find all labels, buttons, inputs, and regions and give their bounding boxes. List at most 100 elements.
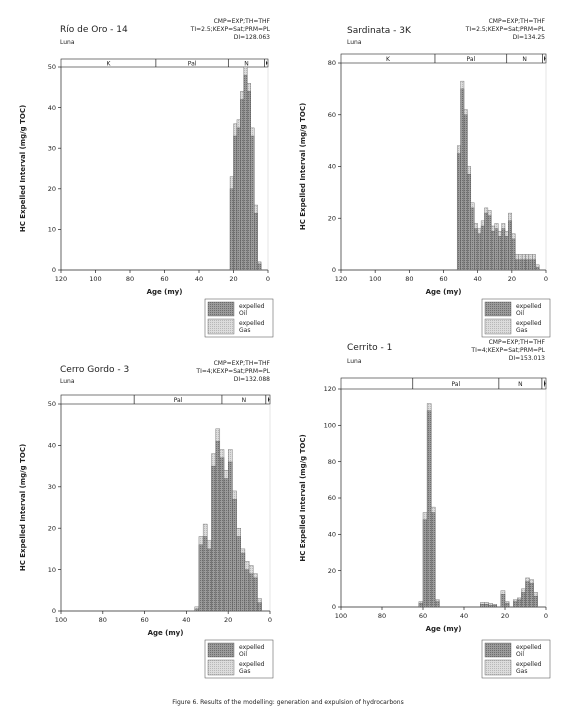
y-tick-label: 40 (48, 104, 56, 112)
bar-oil (418, 603, 424, 608)
period-label: N (244, 60, 249, 67)
period-label: Pal (466, 56, 475, 63)
legend-label: expelled (239, 644, 265, 651)
legend-label: Oil (516, 310, 524, 317)
y-tick-label: 40 (328, 163, 336, 171)
model-param-3: DI=153.013 (509, 355, 545, 362)
bar-oil (497, 236, 502, 271)
period-label: N (242, 397, 247, 404)
y-axis-label: HC Expelled Interval (mg/g TOC) (299, 434, 307, 561)
bar-oil (504, 603, 510, 608)
period-label: Pal (188, 60, 197, 67)
period-band (60, 58, 269, 68)
scroll-arrow-icon (266, 60, 268, 66)
bar-oil (254, 212, 258, 271)
y-tick-label: 60 (328, 494, 336, 502)
bar-oil (533, 595, 538, 608)
chart-title: Cerro Gordo - 3 (60, 365, 129, 375)
period-label: K (386, 56, 391, 63)
x-tick-label: 40 (195, 275, 203, 283)
y-tick-label: 0 (332, 603, 336, 611)
y-tick-label: 0 (52, 266, 56, 274)
bar-oil (470, 207, 475, 271)
y-axis-label: HC Expelled Interval (mg/g TOC) (19, 105, 27, 232)
y-tick-label: 20 (48, 185, 56, 193)
bar-oil (426, 410, 432, 608)
bar-oil (247, 91, 251, 271)
legend-swatch-oil (207, 301, 235, 317)
y-tick-label: 20 (48, 524, 56, 532)
y-tick-label: 120 (324, 385, 336, 393)
bar-oil (223, 478, 229, 612)
bar-oil (480, 604, 485, 608)
x-tick-label: 20 (224, 616, 232, 624)
y-tick-label: 40 (48, 442, 56, 450)
y-tick-label: 40 (328, 531, 336, 539)
bar-oil (521, 592, 526, 608)
y-tick-label: 80 (328, 59, 336, 67)
y-axis-label: HC Expelled Interval (mg/g TOC) (19, 444, 27, 571)
legend-label: Gas (516, 668, 527, 675)
y-tick-label: 20 (328, 567, 336, 575)
x-axis-label: Age (my) (147, 288, 183, 296)
chart-title: Río de Oro - 14 (60, 25, 128, 35)
model-param-2: TI=4;KEXP=Sat;PRM=PL (470, 347, 545, 354)
figure-caption: Figure 6. Results of the modelling: gene… (172, 699, 403, 706)
bar-oil (477, 233, 482, 271)
bar-oil (456, 153, 461, 271)
bar-oil (494, 228, 499, 271)
legend-label: Gas (516, 327, 527, 334)
bar-oil (240, 552, 246, 612)
x-tick-label: 40 (474, 275, 482, 283)
bar-oil (257, 263, 262, 271)
x-axis-label: Age (my) (148, 629, 184, 637)
bar-oil (484, 212, 489, 271)
bar-oil (529, 583, 534, 608)
y-tick-label: 80 (328, 458, 336, 466)
chart-title: Sardinata - 3K (347, 26, 412, 36)
x-tick-label: 80 (405, 275, 413, 283)
x-tick-label: 0 (268, 616, 272, 624)
bar-oil (467, 174, 472, 271)
bar-oil (488, 605, 493, 608)
model-param-2: TI=4;KEXP=Sat;PRM=PL (195, 368, 270, 375)
x-tick-label: 60 (419, 612, 427, 620)
scroll-arrow-icon (544, 55, 546, 62)
x-tick-label: 100 (55, 616, 67, 624)
bar-oil (521, 259, 526, 271)
chart-panel-1: Río de Oro - 14 Luna CMP=EXP;TH=THFTI=2.5;… (19, 18, 274, 338)
bar-oil (535, 267, 540, 271)
bar-oil (211, 465, 216, 612)
x-tick-label: 120 (335, 275, 347, 283)
y-tick-label: 50 (48, 63, 56, 71)
legend-swatch-oil (484, 301, 512, 317)
bar-oil (518, 259, 523, 271)
legend-swatch-gas (484, 659, 512, 676)
x-axis-label: Age (my) (426, 288, 462, 296)
bar-oil (422, 519, 428, 608)
bar-oil (198, 544, 204, 612)
bar-oil (233, 135, 238, 271)
legend-label: Oil (239, 651, 247, 658)
legend-swatch-gas (484, 318, 512, 335)
bar-oil (244, 569, 250, 612)
legend-swatch-oil (484, 642, 512, 658)
bar-oil (431, 512, 436, 608)
x-tick-label: 20 (508, 275, 516, 283)
model-param-3: DI=134.25 (513, 34, 546, 41)
bar-oil (250, 135, 255, 271)
chart-panel-3: Cerro Gordo - 3 Luna CMP=EXP;TH=THFTI=4;KE… (19, 360, 274, 679)
x-tick-label: 100 (335, 612, 347, 620)
x-tick-label: 120 (55, 275, 67, 283)
bar-oil (202, 536, 208, 612)
bar-oil (515, 259, 519, 271)
bar-oil (463, 114, 468, 271)
y-tick-label: 10 (48, 566, 56, 574)
bar-oil (219, 457, 225, 612)
scroll-arrow-icon (544, 379, 546, 388)
period-band (340, 53, 547, 64)
x-tick-label: 80 (378, 612, 386, 620)
chart-panel-2: Sardinata - 3K Luna CMP=EXP;TH=THFTI=2.5;K… (299, 18, 551, 338)
